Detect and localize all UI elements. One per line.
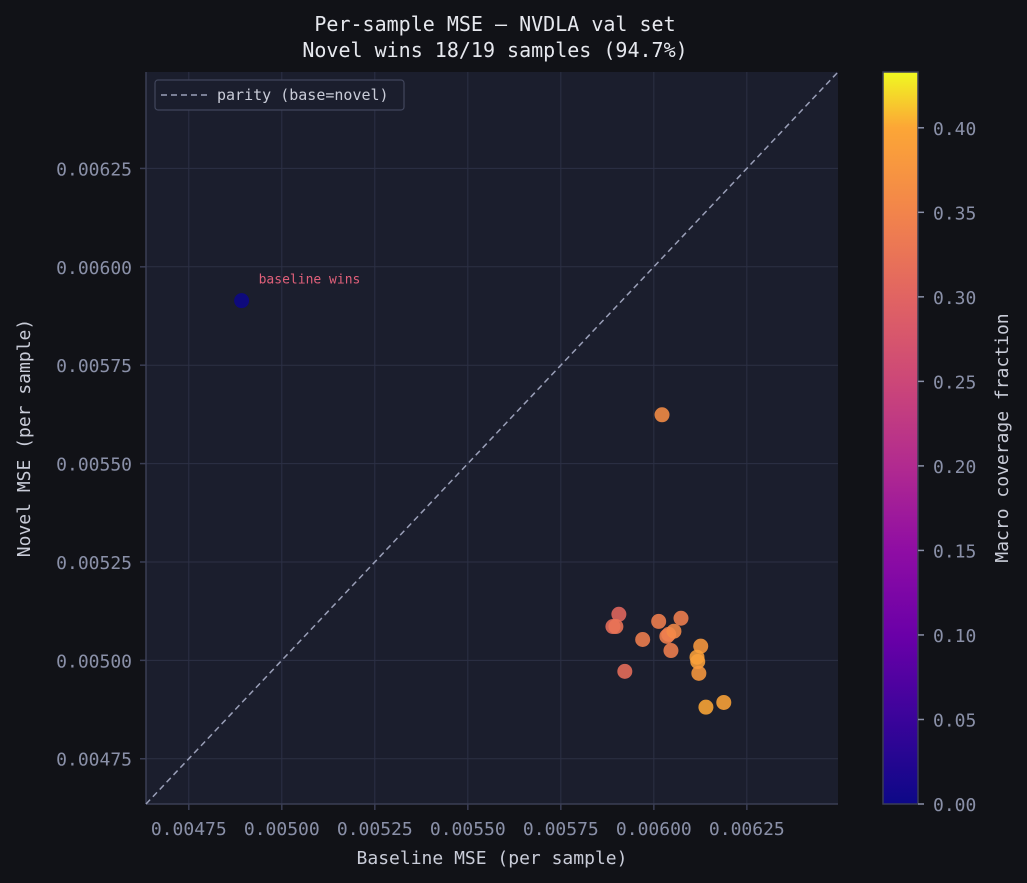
x-axis-label: Baseline MSE (per sample) [357,848,628,869]
parity-line [145,71,839,805]
x-tick-label: 0.00475 [151,819,227,840]
y-tick-label: 0.00525 [56,553,132,574]
colorbar-tick-label: 0.40 [933,119,976,140]
data-point [654,407,670,423]
data-point [617,663,633,679]
x-tick-label: 0.00575 [523,819,599,840]
colorbar-tick-label: 0.25 [933,372,976,393]
x-tick-label: 0.00500 [244,819,320,840]
baseline-wins-annotation: baseline wins [259,273,361,288]
y-tick-label: 0.00500 [56,651,132,672]
colorbar-label: Macro coverage fraction [992,313,1013,562]
y-tick-label: 0.00575 [56,356,132,377]
colorbar-tick-label: 0.00 [933,795,976,816]
x-tick-label: 0.00525 [337,819,413,840]
data-point [608,619,624,635]
y-tick-label: 0.00625 [56,159,132,180]
data-point [635,631,651,647]
data-point [691,665,707,681]
chart-title-line1: Per-sample MSE — NVDLA val set [314,12,676,36]
data-point [666,623,682,639]
data-point [698,699,714,715]
x-tick-label: 0.00625 [709,819,785,840]
y-axis-label: Novel MSE (per sample) [14,319,35,557]
y-tick-label: 0.00600 [56,258,132,279]
legend: parity (base=novel) [154,79,405,111]
legend-label: parity (base=novel) [217,86,389,104]
colorbar-tick-label: 0.35 [933,203,976,224]
chart-title-line2: Novel wins 18/19 samples (94.7%) [302,38,688,62]
data-point [716,694,732,710]
plot-axes: 0.00475 0.00500 0.00525 0.00550 0.00575 0.006… [14,71,839,869]
colorbar-tick-label: 0.30 [933,288,976,309]
data-point [690,654,706,670]
x-tick-label: 0.00600 [616,819,692,840]
colorbar-tick-label: 0.15 [933,541,976,562]
colorbar-tick-label: 0.20 [933,457,976,478]
y-tick-label: 0.00550 [56,455,132,476]
colorbar-tick-label: 0.10 [933,626,976,647]
data-point [234,293,250,309]
colorbar-gradient [882,71,919,805]
colorbar: 0.00 0.05 0.10 0.15 0.20 0.25 0.30 0.35 0.40 Macr… [882,71,1013,816]
x-tick-label: 0.00550 [430,819,506,840]
colorbar-tick-label: 0.05 [933,710,976,731]
data-point [651,613,667,629]
data-point [663,643,679,659]
data-point [611,606,627,622]
data-point [673,610,689,626]
y-tick-label: 0.00475 [56,750,132,771]
